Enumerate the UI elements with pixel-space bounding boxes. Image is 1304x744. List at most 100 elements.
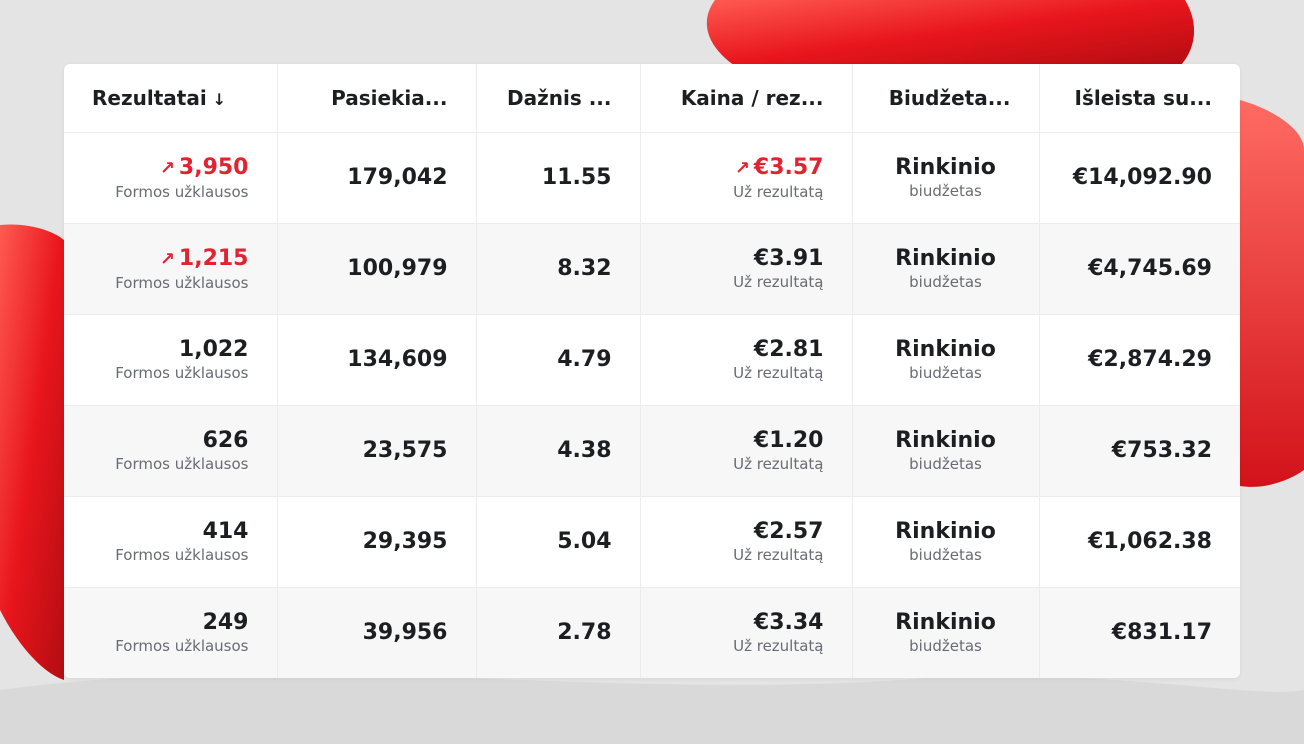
results-value: 626 <box>202 428 249 453</box>
budget-cell: Rinkinio biudžetas <box>852 405 1040 496</box>
table-row: ↗ 1,215 Formos užklausos 100,979 8.32 €3.… <box>64 223 1240 314</box>
cost-cell: €1.20 Už rezultatą <box>640 405 853 496</box>
results-value: 1,022 <box>178 337 249 362</box>
reach-value: 29,395 <box>362 529 448 554</box>
results-label: Formos užklausos <box>115 273 249 292</box>
trend-up-icon: ↗ <box>159 157 175 179</box>
results-table: Rezultatai ↓ Pasiekia... Dažnis ... Kaina… <box>64 64 1240 678</box>
results-cell: ↗ 3,950 Formos užklausos <box>64 132 278 223</box>
cost-number: €3.57 <box>753 154 824 180</box>
results-cell: 249 Formos užklausos <box>64 587 278 678</box>
budget-label: biudžetas <box>909 182 982 200</box>
budget-cell: Rinkinio biudžetas <box>852 132 1040 223</box>
spent-value: €831.17 <box>1111 620 1212 646</box>
spent-cell: €753.32 <box>1039 405 1240 496</box>
budget-label: biudžetas <box>909 546 982 564</box>
table-row: 249 Formos užklausos 39,956 2.78 €3.34 U… <box>64 587 1240 678</box>
results-value: ↗ 3,950 <box>92 155 249 182</box>
reach-value: 39,956 <box>362 620 448 646</box>
budget-label: biudžetas <box>909 455 982 473</box>
column-header-results[interactable]: Rezultatai ↓ <box>64 64 278 133</box>
budget-label: biudžetas <box>909 364 982 382</box>
frequency-cell: 2.78 <box>476 587 641 678</box>
results-cell: 626 Formos užklausos <box>64 405 278 496</box>
column-header-cost-per-result[interactable]: Kaina / rez... <box>640 64 853 133</box>
results-label: Formos užklausos <box>115 637 249 656</box>
frequency-cell: 8.32 <box>476 223 641 314</box>
frequency-cell: 11.55 <box>476 132 641 223</box>
reach-cell: 100,979 <box>277 223 477 314</box>
results-label: Formos užklausos <box>115 455 249 473</box>
spent-cell: €1,062.38 <box>1039 496 1240 587</box>
table-row: ↗ 3,950 Formos užklausos 179,042 11.55 ↗ €… <box>64 132 1240 223</box>
cost-label: Už rezultatą <box>733 182 824 201</box>
budget-label: biudžetas <box>909 637 982 656</box>
cost-value: €3.34 <box>753 610 824 636</box>
results-label: Formos užklausos <box>115 364 249 382</box>
frequency-value: 2.78 <box>557 620 612 646</box>
spent-cell: €4,745.69 <box>1039 223 1240 314</box>
results-value: 414 <box>202 519 249 544</box>
table-row: 414 Formos užklausos 29,395 5.04 €2.57 U… <box>64 496 1240 587</box>
table-header-row: Rezultatai ↓ Pasiekia... Dažnis ... Kaina… <box>64 64 1240 133</box>
budget-value: Rinkinio <box>895 519 996 544</box>
budget-value: Rinkinio <box>895 428 996 453</box>
frequency-value: 4.38 <box>557 438 612 463</box>
results-cell: ↗ 1,215 Formos užklausos <box>64 223 278 314</box>
reach-cell: 134,609 <box>277 314 477 405</box>
reach-cell: 23,575 <box>277 405 477 496</box>
column-header-amount-spent[interactable]: Išleista su... <box>1039 64 1240 133</box>
results-label: Formos užklausos <box>115 182 249 201</box>
reach-cell: 39,956 <box>277 587 477 678</box>
reach-value: 23,575 <box>362 438 448 463</box>
frequency-cell: 4.38 <box>476 405 641 496</box>
column-header-reach[interactable]: Pasiekia... <box>277 64 477 133</box>
results-value: ↗ 1,215 <box>92 246 249 273</box>
spent-cell: €2,874.29 <box>1039 314 1240 405</box>
table-row: 1,022 Formos užklausos 134,609 4.79 €2.8… <box>64 314 1240 405</box>
results-value: 249 <box>202 610 249 636</box>
frequency-value: 8.32 <box>557 256 612 281</box>
cost-label: Už rezultatą <box>733 455 824 473</box>
spent-value: €2,874.29 <box>1088 347 1212 372</box>
cost-value: €3.91 <box>753 246 824 271</box>
trend-up-icon: ↗ <box>734 157 750 179</box>
column-header-budget[interactable]: Biudžeta... <box>852 64 1040 133</box>
budget-cell: Rinkinio biudžetas <box>852 587 1040 678</box>
spent-value: €753.32 <box>1111 438 1212 463</box>
results-table-card: Rezultatai ↓ Pasiekia... Dažnis ... Kaina… <box>64 64 1240 678</box>
budget-label: biudžetas <box>909 273 982 291</box>
cost-value: €1.20 <box>753 428 824 453</box>
reach-cell: 179,042 <box>277 132 477 223</box>
spent-cell: €14,092.90 <box>1039 132 1240 223</box>
reach-value: 134,609 <box>347 347 448 372</box>
cost-cell: €2.81 Už rezultatą <box>640 314 853 405</box>
table-row: 626 Formos užklausos 23,575 4.38 €1.20 U… <box>64 405 1240 496</box>
cost-cell: €3.91 Už rezultatą <box>640 223 853 314</box>
cost-cell: ↗ €3.57 Už rezultatą <box>640 132 853 223</box>
reach-value: 179,042 <box>347 165 448 190</box>
cost-cell: €3.34 Už rezultatą <box>640 587 853 678</box>
budget-cell: Rinkinio biudžetas <box>852 223 1040 314</box>
cost-cell: €2.57 Už rezultatą <box>640 496 853 587</box>
results-cell: 414 Formos užklausos <box>64 496 278 587</box>
results-label: Formos užklausos <box>115 546 249 564</box>
budget-cell: Rinkinio biudžetas <box>852 496 1040 587</box>
results-number: 1,215 <box>178 245 249 271</box>
cost-label: Už rezultatą <box>733 637 824 656</box>
frequency-value: 4.79 <box>557 347 612 372</box>
reach-value: 100,979 <box>347 256 448 281</box>
budget-value: Rinkinio <box>895 155 996 180</box>
arrow-down-icon[interactable]: ↓ <box>212 89 227 109</box>
results-cell: 1,022 Formos užklausos <box>64 314 278 405</box>
column-header-frequency[interactable]: Dažnis ... <box>476 64 641 133</box>
red-swirl-top <box>706 0 1195 66</box>
reach-cell: 29,395 <box>277 496 477 587</box>
spent-value: €14,092.90 <box>1072 165 1212 190</box>
trend-up-icon: ↗ <box>159 248 175 270</box>
cost-value: €2.81 <box>753 337 824 362</box>
red-swirl-left <box>0 224 64 680</box>
results-number: 3,950 <box>178 154 249 180</box>
budget-value: Rinkinio <box>895 337 996 362</box>
spent-value: €1,062.38 <box>1088 529 1212 554</box>
